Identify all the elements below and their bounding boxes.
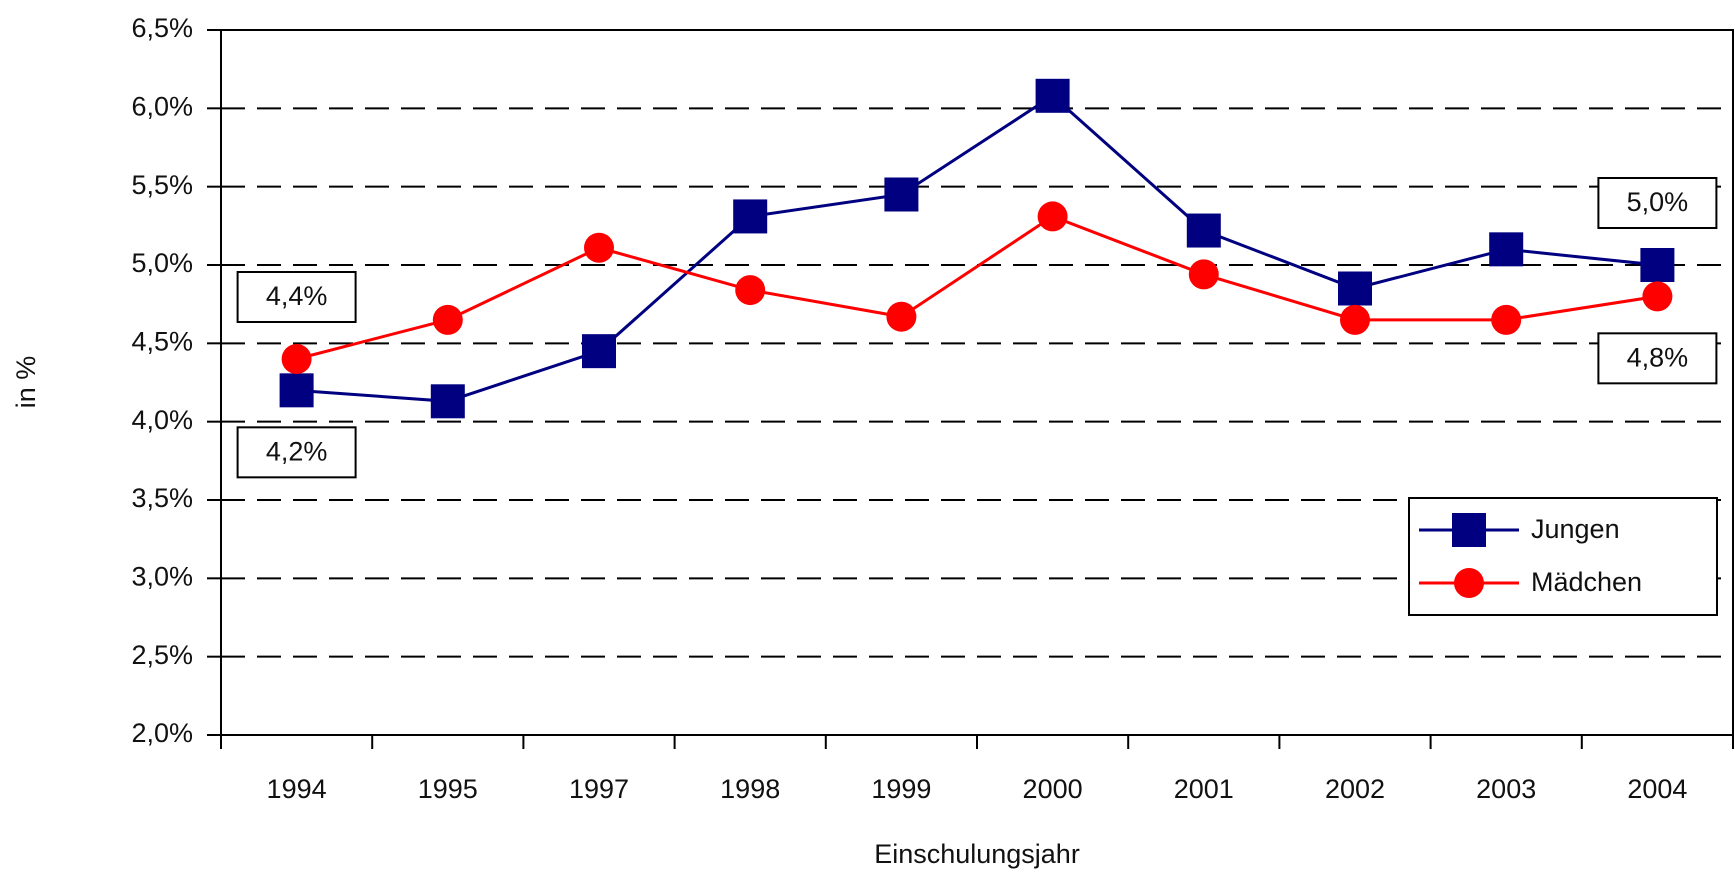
data-label-box — [236, 426, 357, 479]
data-label-box — [236, 271, 357, 323]
marker — [1642, 281, 1673, 312]
y-tick-label: 6,5% — [131, 13, 193, 43]
y-tick-label: 3,5% — [131, 483, 193, 513]
data-label-box — [1597, 332, 1718, 385]
y-tick-label: 2,5% — [131, 640, 193, 670]
x-tick-label: 1997 — [569, 774, 629, 804]
data-label: 4,4% — [236, 271, 357, 323]
x-tick-label: 2000 — [1023, 774, 1083, 804]
marker — [281, 344, 312, 374]
marker — [886, 301, 917, 332]
data-label-box — [1597, 177, 1718, 229]
y-tick-label: 5,5% — [131, 170, 193, 200]
marker — [1452, 513, 1486, 547]
data-label-text: 5,0% — [1627, 187, 1689, 217]
y-tick-label: 2,0% — [131, 718, 193, 748]
marker — [1037, 201, 1068, 232]
series-line — [296, 93, 1658, 403]
x-axis-label: Einschulungsjahr — [874, 839, 1080, 869]
x-tick-label: 2004 — [1627, 774, 1687, 804]
marker — [279, 373, 314, 408]
marker — [735, 275, 766, 306]
x-tick-label: 1994 — [267, 774, 327, 804]
y-axis-label: in % — [11, 356, 41, 409]
series-line — [296, 214, 1658, 361]
marker — [1640, 248, 1675, 282]
data-label: 4,2% — [236, 426, 357, 479]
y-tick-label: 4,5% — [131, 326, 193, 356]
x-tick-label: 1995 — [418, 774, 478, 804]
y-tick-label: 6,0% — [131, 91, 193, 121]
y-tick-label: 4,0% — [131, 405, 193, 435]
marker — [1338, 271, 1372, 306]
marker — [584, 232, 614, 263]
marker — [1489, 232, 1524, 267]
data-label-text: 4,2% — [266, 436, 328, 466]
x-tick-label: 2002 — [1325, 774, 1385, 804]
marker — [1454, 568, 1484, 598]
plot-frame — [220, 29, 1734, 736]
data-label-text: 4,4% — [266, 281, 328, 311]
marker — [430, 384, 465, 419]
marker — [733, 199, 768, 234]
data-label-text: 4,8% — [1627, 342, 1689, 372]
y-tick-label: 3,0% — [131, 561, 193, 591]
x-tick-label: 1998 — [720, 774, 780, 804]
marker — [582, 334, 616, 369]
marker — [1340, 304, 1370, 335]
marker — [884, 177, 919, 212]
legend-label: Mädchen — [1531, 567, 1642, 597]
x-tick-label: 1999 — [871, 774, 931, 804]
data-label: 4,8% — [1597, 332, 1718, 385]
marker — [1491, 304, 1522, 335]
marker — [1186, 213, 1221, 248]
y-tick-label: 5,0% — [131, 248, 193, 278]
x-tick-label: 2001 — [1174, 774, 1234, 804]
marker — [1188, 259, 1219, 290]
x-tick-label: 2003 — [1476, 774, 1536, 804]
marker — [432, 304, 463, 335]
legend-label: Jungen — [1531, 514, 1620, 544]
marker — [1035, 78, 1070, 113]
legend: Jungen Mädchen — [1408, 497, 1718, 616]
data-label: 5,0% — [1597, 177, 1718, 229]
